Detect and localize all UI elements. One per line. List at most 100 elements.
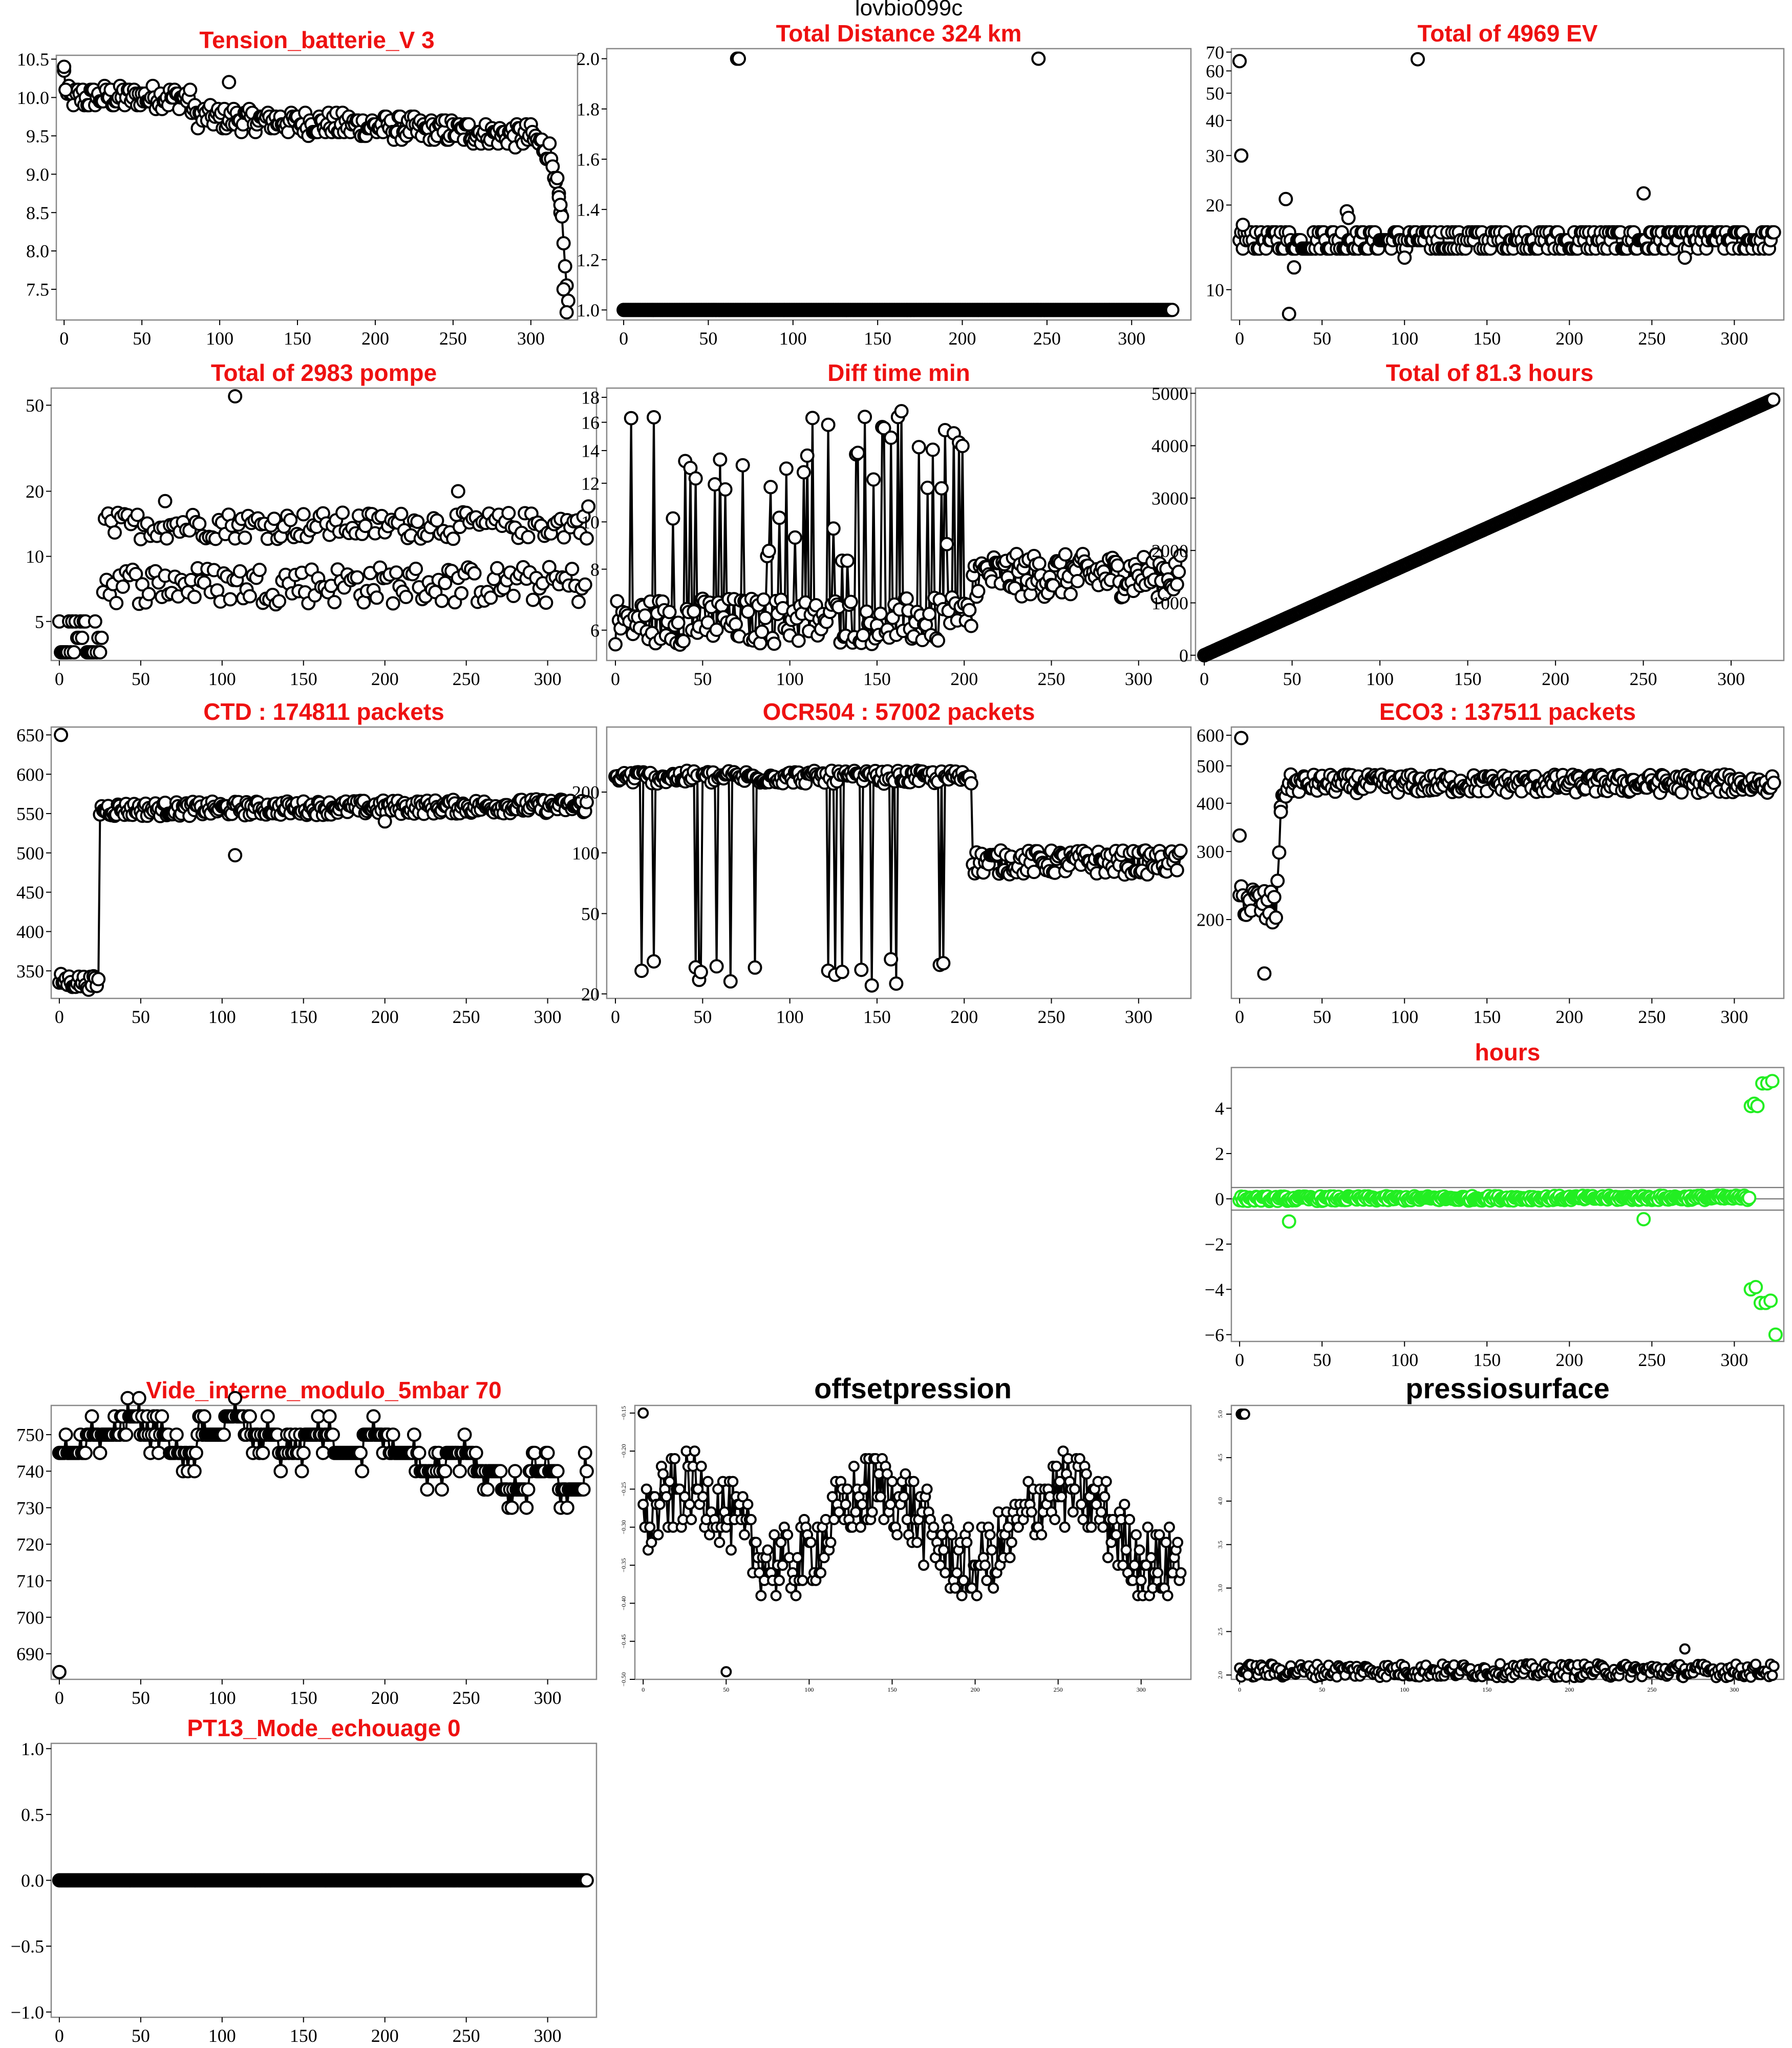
x-tick-label: 100 (208, 1688, 236, 1708)
data-point (407, 1427, 421, 1442)
data-point (697, 1491, 709, 1503)
data-point (1234, 148, 1249, 163)
data-point (767, 636, 781, 651)
data-point (1002, 1521, 1014, 1533)
plot-frame (606, 387, 1192, 662)
data-point (647, 410, 661, 424)
data-point (726, 1544, 737, 1556)
figure-title: lovbio099c (855, 0, 963, 20)
data-point (409, 562, 423, 576)
data-point (936, 956, 951, 971)
data-point (366, 1409, 381, 1424)
data-point (792, 1552, 803, 1564)
data-point (1049, 1513, 1061, 1525)
x-tick-label: 100 (1391, 1350, 1418, 1370)
data-point (1242, 1669, 1254, 1681)
y-tick-label: 30 (1206, 145, 1224, 166)
x-tick-label: 50 (1313, 1007, 1331, 1027)
data-point (745, 1513, 757, 1525)
y-tick-label: 2000 (1151, 541, 1188, 561)
data-point (1051, 1460, 1062, 1472)
plot-frame (606, 48, 1192, 321)
data-point (1004, 1552, 1016, 1564)
y-tick-label: −6 (1205, 1325, 1224, 1345)
x-tick-label: 200 (371, 1007, 399, 1027)
data-point (1032, 556, 1047, 571)
data-point (115, 579, 130, 594)
data-point (272, 594, 287, 609)
data-point (526, 592, 540, 607)
y-tick-label: 740 (16, 1461, 44, 1482)
data-point (637, 1499, 649, 1510)
x-tick-label: 150 (290, 2025, 317, 2046)
data-point (805, 1537, 817, 1548)
data-point (1119, 1499, 1130, 1510)
x-tick-label: 250 (453, 1688, 480, 1708)
data-point (108, 525, 122, 540)
data-point (1763, 1293, 1778, 1308)
data-point (1056, 1491, 1068, 1503)
x-tick-label: 250 (1033, 328, 1061, 349)
data-point (453, 1464, 467, 1479)
data-point (964, 776, 978, 791)
data-point (946, 1529, 958, 1541)
y-tick-label: 5.0 (1217, 1410, 1224, 1418)
data-point (1287, 260, 1302, 275)
y-tick-label: 700 (16, 1607, 44, 1628)
data-point (940, 1567, 951, 1578)
x-tick-label: 300 (1720, 1350, 1748, 1370)
data-point (169, 1427, 184, 1442)
data-point (891, 1529, 903, 1541)
data-point (1232, 54, 1247, 69)
data-point (558, 259, 572, 274)
x-tick-label: 250 (1038, 1007, 1065, 1027)
x-tick-label: 300 (534, 2025, 562, 2046)
y-tick-label: 9.0 (26, 164, 49, 185)
x-tick-label: 0 (59, 328, 69, 349)
y-tick-label: 200 (1197, 910, 1224, 930)
data-point (826, 521, 841, 536)
y-tick-label: −0.20 (620, 1444, 627, 1458)
data-point (858, 1483, 870, 1495)
x-tick-label: 0 (642, 1686, 645, 1693)
chart-title: Vide_interne_modulo_5mbar 70 (146, 1377, 502, 1403)
data-point (232, 564, 247, 579)
data-point (1239, 1409, 1250, 1420)
data-point (1171, 564, 1186, 579)
x-tick-label: 100 (206, 328, 233, 349)
x-tick-label: 0 (1238, 1686, 1241, 1693)
data-point (93, 1445, 108, 1460)
data-point (267, 511, 282, 526)
data-point (1006, 1537, 1017, 1548)
data-point (1067, 1506, 1079, 1518)
y-tick-label: 2.0 (1217, 1671, 1224, 1679)
data-point (88, 614, 102, 629)
data-point (1095, 1506, 1107, 1518)
y-tick-label: 0.0 (21, 1870, 44, 1891)
x-tick-label: 0 (55, 1688, 64, 1708)
x-tick-label: 200 (950, 669, 978, 689)
data-point (797, 1574, 808, 1586)
data-point (561, 293, 575, 308)
data-point (1134, 1544, 1145, 1556)
data-point (964, 618, 978, 633)
y-tick-label: −0.35 (620, 1558, 627, 1572)
data-point (560, 1500, 574, 1515)
data-point (1076, 1499, 1087, 1510)
y-tick-label: 8.5 (26, 203, 49, 223)
y-tick-label: 1.4 (577, 200, 600, 220)
data-point (742, 1499, 754, 1510)
data-point (1766, 1670, 1778, 1681)
data-point (662, 605, 677, 620)
x-tick-label: 250 (453, 2025, 480, 2046)
y-tick-label: −0.5 (11, 1936, 44, 1957)
x-tick-label: 100 (1400, 1686, 1409, 1693)
data-point (796, 465, 811, 480)
y-tick-label: 550 (16, 804, 44, 824)
x-tick-label: 300 (1137, 1686, 1146, 1693)
data-point (637, 608, 652, 623)
data-point (676, 634, 691, 649)
data-point (52, 1665, 67, 1679)
